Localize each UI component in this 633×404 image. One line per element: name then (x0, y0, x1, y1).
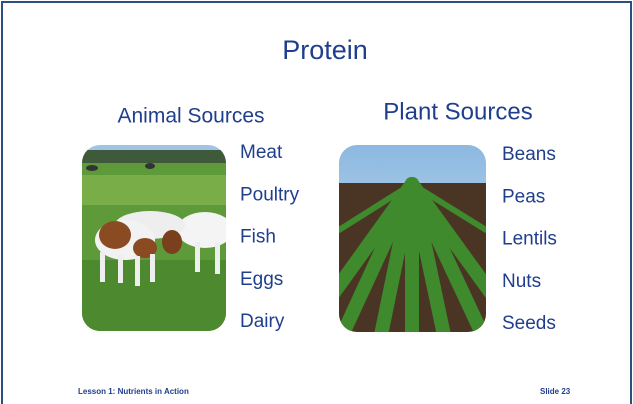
footer-left: Lesson 1: Nutrients in Action (78, 387, 189, 396)
field-image (300, 145, 525, 340)
column-heading: Plant Sources (383, 98, 532, 125)
source-item: Poultry (240, 184, 300, 205)
source-item: Fish (240, 227, 276, 248)
source-item: Peas (502, 186, 545, 207)
slide-title: Protein (282, 35, 368, 65)
source-item: Lentils (502, 229, 557, 250)
source-item: Meat (240, 142, 283, 163)
source-item: Eggs (240, 269, 283, 290)
column-heading: Animal Sources (117, 105, 264, 128)
source-item: Dairy (240, 311, 285, 332)
slide: Protein Animal Sources Plant Sources (0, 0, 633, 404)
cows-image (82, 145, 233, 335)
source-item: Seeds (502, 313, 556, 334)
source-item: Beans (502, 144, 556, 165)
footer-right: Slide 23 (540, 387, 571, 396)
source-item: Nuts (502, 271, 541, 292)
